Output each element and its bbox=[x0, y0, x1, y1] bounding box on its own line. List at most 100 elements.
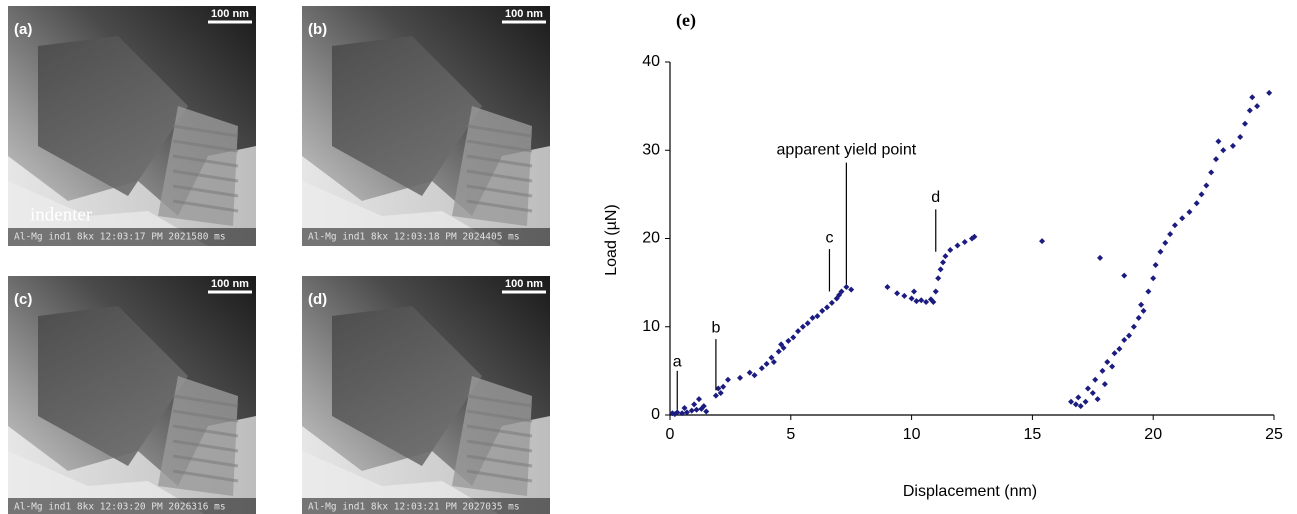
grain-left bbox=[332, 306, 482, 466]
data-point bbox=[720, 383, 727, 390]
annotation: a bbox=[673, 353, 682, 370]
y-tick-label: 20 bbox=[642, 230, 660, 247]
data-point bbox=[1215, 138, 1222, 145]
image-content bbox=[302, 6, 550, 246]
data-point bbox=[1101, 381, 1108, 388]
caption-strip bbox=[8, 228, 256, 246]
x-tick-label: 10 bbox=[903, 426, 921, 443]
fringe bbox=[172, 154, 239, 168]
data-point bbox=[923, 299, 930, 306]
data-point bbox=[688, 407, 695, 414]
y-tick-label: 0 bbox=[651, 406, 660, 423]
data-point bbox=[843, 284, 850, 291]
data-point bbox=[1126, 332, 1133, 339]
data-point bbox=[824, 304, 831, 311]
data-point bbox=[1198, 191, 1205, 198]
data-point bbox=[1229, 142, 1236, 149]
image-caption: Al-Mg ind1 8kx 12:03:17 PM 2021580 ms bbox=[14, 232, 226, 243]
fringe bbox=[172, 199, 239, 213]
x-tick-label: 5 bbox=[786, 426, 795, 443]
data-point bbox=[940, 259, 947, 266]
data-point bbox=[700, 403, 707, 410]
data-point bbox=[785, 337, 792, 344]
data-point bbox=[679, 410, 686, 417]
data-point bbox=[770, 359, 777, 366]
fringe bbox=[172, 454, 239, 468]
data-point bbox=[1208, 169, 1215, 176]
annotation: b bbox=[711, 320, 720, 337]
image-caption: Al-Mg ind1 8kx 12:03:18 PM 2024405 ms bbox=[308, 232, 520, 243]
image-caption: Al-Mg ind1 8kx 12:03:20 PM 2026316 ms bbox=[14, 502, 226, 513]
fringe bbox=[466, 199, 533, 213]
tem-image: (b) 100 nm Al-Mg ind1 8kx 12:03:18 PM 2024… bbox=[302, 6, 550, 246]
data-point bbox=[1162, 239, 1169, 246]
data-point bbox=[1203, 182, 1210, 189]
data-point bbox=[1099, 367, 1106, 374]
panel-label: (d) bbox=[308, 291, 327, 308]
data-point bbox=[848, 286, 855, 293]
data-point bbox=[768, 354, 775, 361]
data-point bbox=[1089, 389, 1096, 396]
data-point bbox=[683, 409, 690, 416]
data-point bbox=[1135, 314, 1142, 321]
caption-strip bbox=[8, 498, 256, 514]
x-tick-label: 25 bbox=[1265, 426, 1283, 443]
data-point bbox=[790, 334, 797, 341]
data-point bbox=[1266, 89, 1273, 96]
data-point bbox=[932, 288, 939, 295]
data-point bbox=[930, 299, 937, 306]
data-point bbox=[894, 290, 901, 297]
fringe bbox=[172, 409, 239, 423]
image-content bbox=[302, 276, 550, 514]
data-point bbox=[1104, 359, 1111, 366]
data-point bbox=[681, 404, 688, 411]
data-point bbox=[724, 376, 731, 383]
data-point bbox=[1150, 275, 1157, 282]
data-point bbox=[1116, 345, 1123, 352]
data-point bbox=[693, 406, 700, 413]
fringe bbox=[466, 394, 533, 408]
data-point bbox=[1186, 209, 1193, 216]
fringe bbox=[172, 139, 239, 153]
tem-image: (d) 100 nm Al-Mg ind1 8kx 12:03:21 PM 2027… bbox=[302, 276, 550, 514]
fringe bbox=[172, 394, 239, 408]
data-point bbox=[942, 253, 949, 260]
data-point bbox=[1121, 272, 1128, 279]
data-point bbox=[1179, 215, 1186, 222]
data-point bbox=[947, 246, 954, 253]
data-point bbox=[799, 323, 806, 330]
grain-left bbox=[38, 36, 188, 196]
data-point bbox=[901, 292, 908, 299]
y-tick-label: 10 bbox=[642, 318, 660, 335]
chart-title: (e) bbox=[676, 10, 696, 31]
fringe bbox=[466, 469, 533, 483]
data-point bbox=[751, 372, 758, 379]
data-point bbox=[703, 408, 710, 415]
grain-right bbox=[452, 106, 532, 226]
scale-bar-label: 100 nm bbox=[505, 8, 543, 20]
grain-right bbox=[158, 376, 238, 496]
data-point bbox=[1075, 394, 1082, 401]
fringe bbox=[466, 439, 533, 453]
x-tick-label: 20 bbox=[1144, 426, 1162, 443]
data-point bbox=[809, 314, 816, 321]
image-content bbox=[8, 276, 256, 514]
data-point bbox=[1140, 307, 1147, 314]
data-point bbox=[1068, 398, 1075, 405]
data-point bbox=[1171, 222, 1178, 229]
data-point bbox=[775, 348, 782, 355]
data-point bbox=[1121, 336, 1128, 343]
fringe bbox=[172, 469, 239, 483]
grain-right bbox=[452, 376, 532, 496]
data-point bbox=[758, 365, 765, 372]
data-point bbox=[961, 239, 968, 246]
x-tick-label: 0 bbox=[666, 426, 675, 443]
annotation: d bbox=[931, 189, 940, 206]
y-tick-label: 30 bbox=[642, 141, 660, 158]
data-point bbox=[1246, 107, 1253, 114]
caption-strip bbox=[302, 498, 550, 514]
annotation: c bbox=[825, 230, 833, 247]
data-point bbox=[1242, 120, 1249, 127]
data-point bbox=[954, 242, 961, 249]
